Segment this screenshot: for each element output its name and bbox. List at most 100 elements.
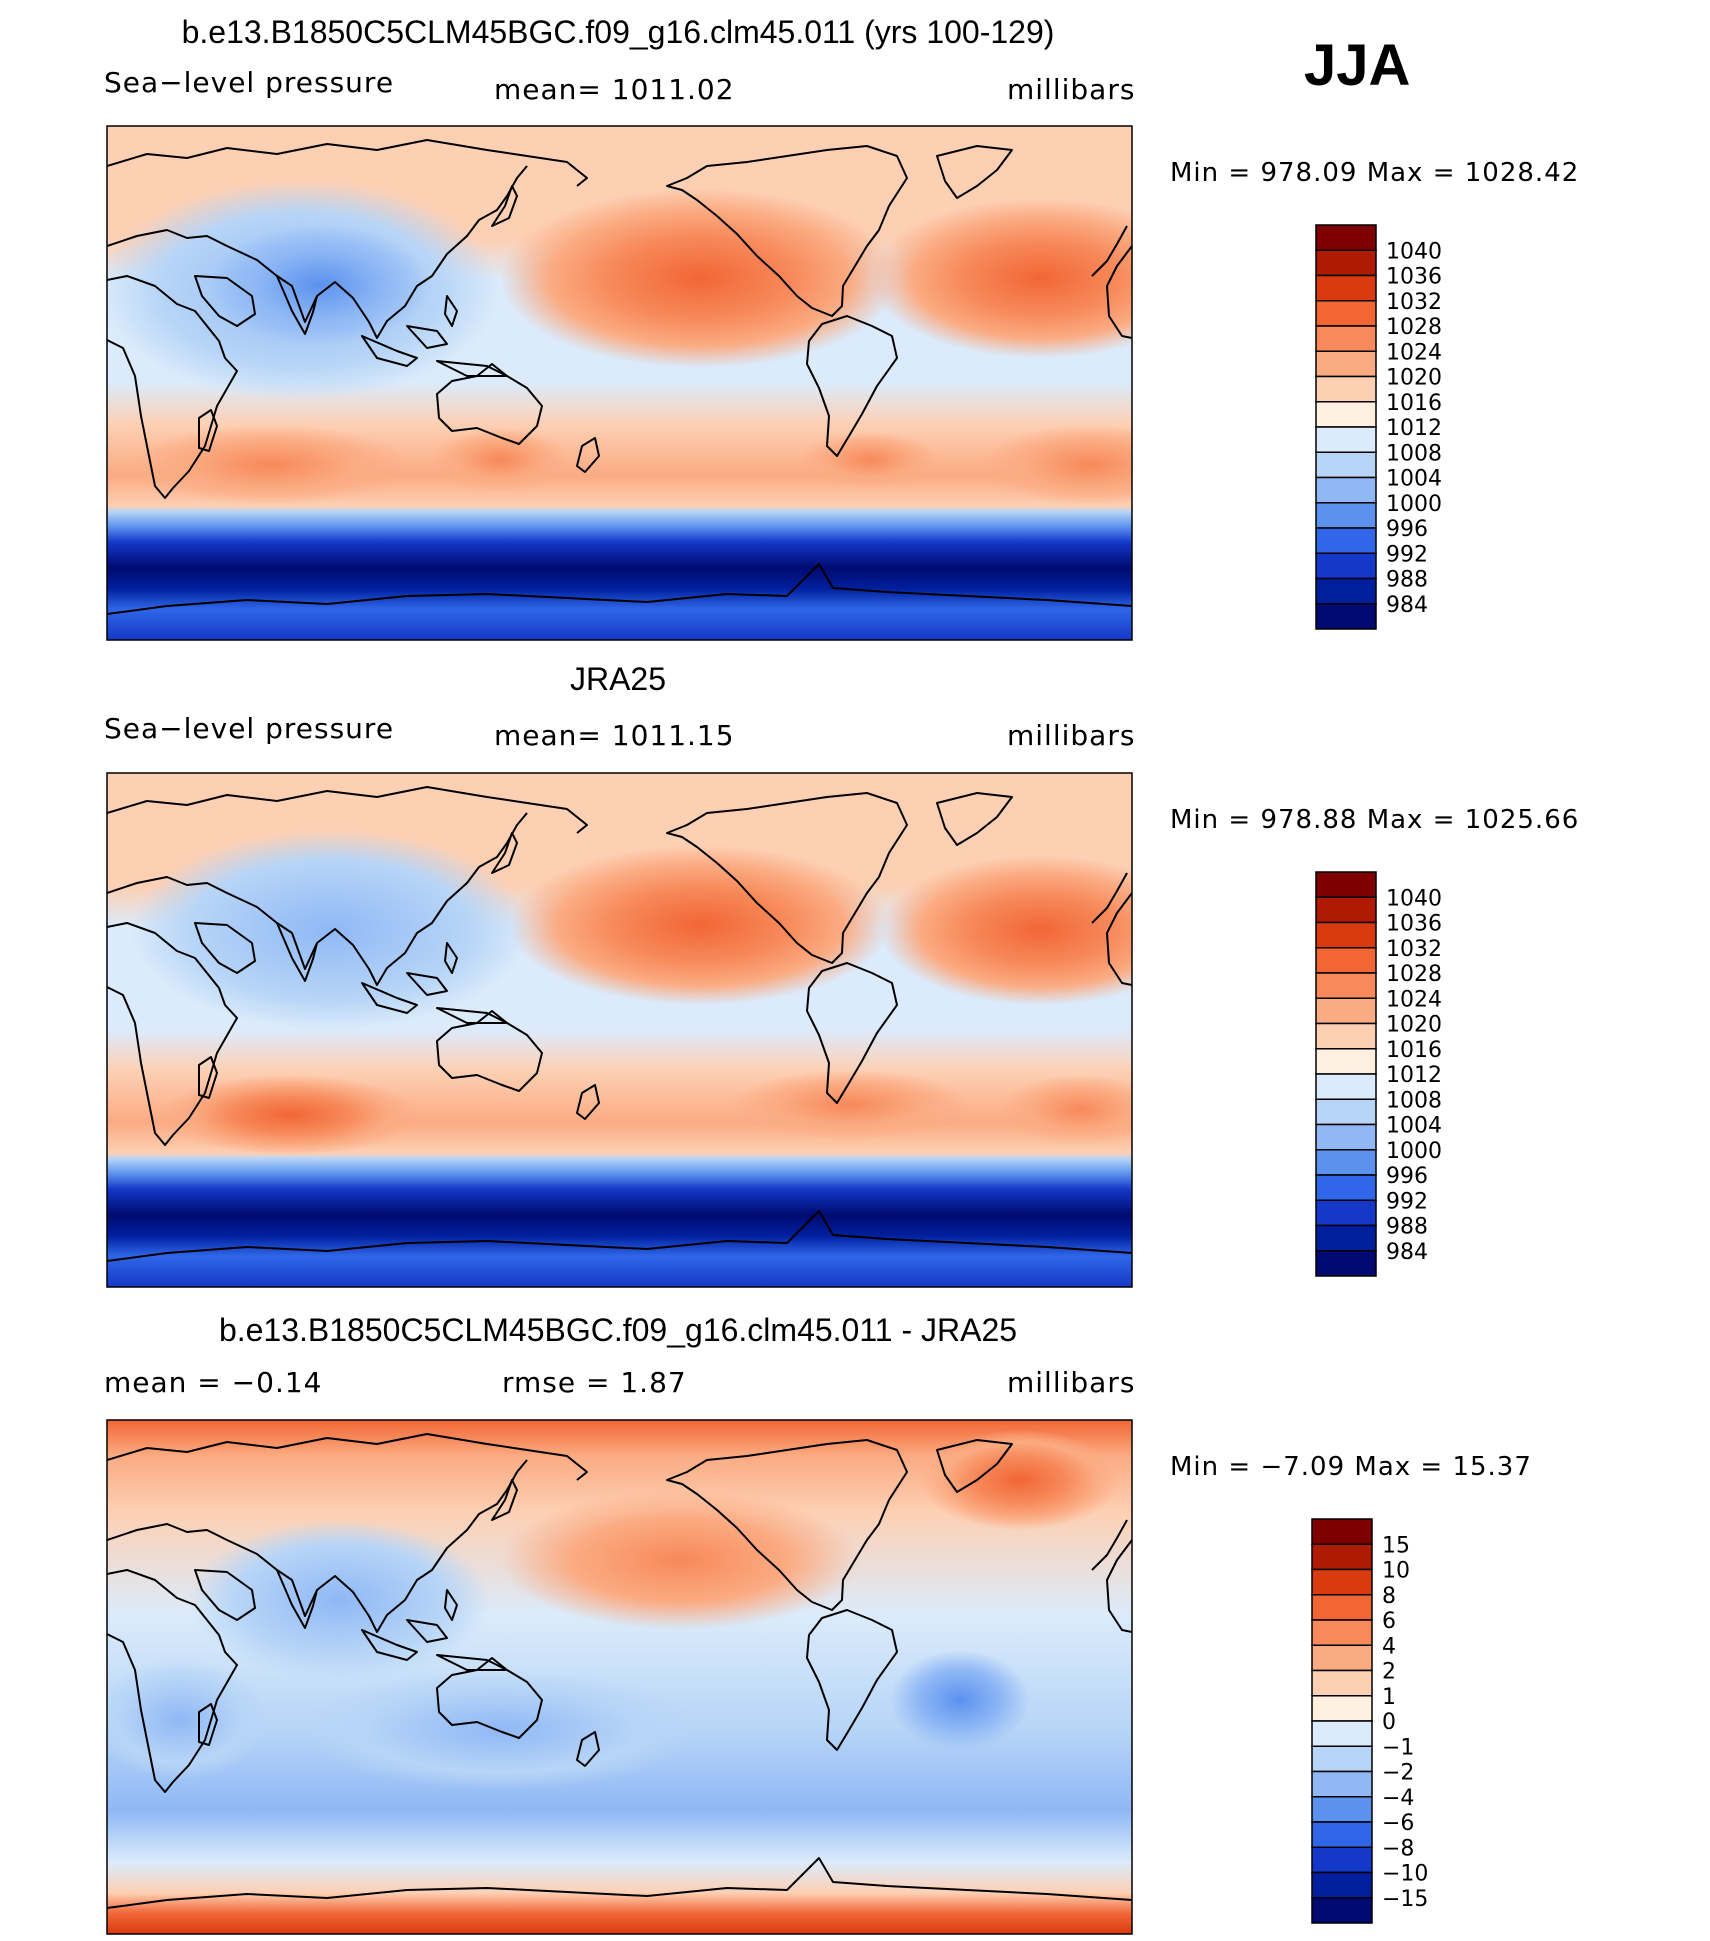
panel-3-title: b.e13.B1850C5CLM45BGC.f09_g16.clm45.011 … xyxy=(218,1312,1018,1348)
colorbar-tick-label: 1036 xyxy=(1386,912,1442,937)
colorbar-box xyxy=(1315,871,1377,898)
panel-1-title: b.e13.B1850C5CLM45BGC.f09_g16.clm45.011 … xyxy=(181,14,1055,50)
colorbar-tick-label: 1008 xyxy=(1386,441,1442,466)
panel-1-variable: Sea−level pressure xyxy=(104,66,395,99)
colorbar-box xyxy=(1315,896,1377,924)
colorbar-tick-label: 984 xyxy=(1386,593,1428,618)
panel-2-title: JRA25 xyxy=(569,661,667,697)
colorbar-tick-label: 1012 xyxy=(1386,1063,1442,1088)
colorbar-box xyxy=(1315,577,1377,605)
colorbar-box xyxy=(1311,1897,1373,1924)
colorbar-box xyxy=(1315,1174,1377,1201)
colorbar-box xyxy=(1311,1669,1373,1697)
panel-2-mean: mean= 1011.15 xyxy=(494,719,735,752)
colorbar-tick-label: 1 xyxy=(1382,1685,1396,1710)
colorbar-tick-label: 6 xyxy=(1382,1609,1396,1634)
colorbar-tick-label: 1028 xyxy=(1386,315,1442,340)
colorbar-tick-label: −8 xyxy=(1382,1836,1414,1861)
colorbar-tick-label: 0 xyxy=(1382,1710,1396,1735)
colorbar-tick-label: 1040 xyxy=(1386,886,1442,911)
panel-1-units: millibars xyxy=(1007,73,1136,106)
colorbar-box xyxy=(1315,375,1377,403)
colorbar-box xyxy=(1315,1224,1377,1252)
colorbar-tick-label: 1024 xyxy=(1386,340,1442,365)
colorbar-box xyxy=(1315,527,1377,554)
colorbar-box xyxy=(1315,997,1377,1025)
colorbar-tick-label: 1032 xyxy=(1386,937,1442,962)
colorbar-box xyxy=(1315,1199,1377,1227)
colorbar-tick-label: −4 xyxy=(1382,1786,1414,1811)
colorbar-box xyxy=(1311,1518,1373,1545)
colorbar-box xyxy=(1315,325,1377,352)
colorbar-box xyxy=(1315,224,1377,251)
panel-1-mean: mean= 1011.02 xyxy=(494,73,735,106)
panel-3-mean: mean = −0.14 xyxy=(104,1366,323,1399)
colorbar-box xyxy=(1315,249,1377,277)
colorbar-tick-label: 2 xyxy=(1382,1660,1396,1685)
colorbar-tick-label: 1028 xyxy=(1386,962,1442,987)
colorbar-tick-label: 1016 xyxy=(1386,391,1442,416)
colorbar-box xyxy=(1311,1821,1373,1848)
colorbar-tick-label: 988 xyxy=(1386,1215,1428,1240)
colorbar-tick-label: 10 xyxy=(1382,1559,1410,1584)
colorbar-tick-label: 1004 xyxy=(1386,467,1442,492)
colorbar-box xyxy=(1315,502,1377,529)
panel-1-minmax: Min = 978.09 Max = 1028.42 xyxy=(1170,158,1580,188)
colorbar-box xyxy=(1315,552,1377,580)
colorbar-box xyxy=(1315,476,1377,504)
panel-2-variable: Sea−level pressure xyxy=(104,712,395,745)
panel-3-units: millibars xyxy=(1007,1366,1136,1399)
colorbar-box xyxy=(1315,1098,1377,1126)
colorbar-box xyxy=(1311,1543,1373,1571)
colorbar-tick-label: 8 xyxy=(1382,1584,1396,1609)
colorbar-box xyxy=(1315,350,1377,378)
colorbar-box xyxy=(1315,1073,1377,1100)
colorbar-box xyxy=(1315,426,1377,453)
colorbar-box xyxy=(1315,1149,1377,1176)
colorbar-tick-label: −1 xyxy=(1382,1735,1414,1760)
colorbar-tick-label: −15 xyxy=(1382,1887,1428,1912)
colorbar-tick-label: 1004 xyxy=(1386,1114,1442,1139)
panel-3-rmse: rmse = 1.87 xyxy=(502,1366,687,1399)
colorbar-box xyxy=(1315,1250,1377,1277)
colorbar-tick-label: 15 xyxy=(1382,1533,1410,1558)
colorbar-box xyxy=(1311,1568,1373,1596)
colorbar-box xyxy=(1311,1871,1373,1899)
panel-2-minmax: Min = 978.88 Max = 1025.66 xyxy=(1170,805,1580,835)
colorbar-box xyxy=(1315,1123,1377,1151)
colorbar-box xyxy=(1311,1594,1373,1621)
colorbar-tick-label: 1020 xyxy=(1386,1013,1442,1038)
colorbar-box xyxy=(1315,1022,1377,1050)
colorbar-tick-label: 1016 xyxy=(1386,1038,1442,1063)
colorbar-tick-label: 996 xyxy=(1386,517,1428,542)
colorbar-box xyxy=(1315,1048,1377,1075)
map-frame-1 xyxy=(106,125,1133,641)
colorbar-tick-label: 4 xyxy=(1382,1634,1396,1659)
panel-3-minmax: Min = −7.09 Max = 15.37 xyxy=(1170,1452,1532,1482)
colorbar-tick-label: 1024 xyxy=(1386,987,1442,1012)
map-panel-3 xyxy=(107,1420,1132,1934)
colorbar-box xyxy=(1311,1619,1373,1646)
colorbar-box xyxy=(1315,401,1377,428)
colorbar-2: 1040103610321028102410201016101210081004… xyxy=(1315,871,1442,1277)
colorbar-box xyxy=(1311,1770,1373,1798)
colorbar-tick-label: 1032 xyxy=(1386,290,1442,315)
colorbar-tick-label: 984 xyxy=(1386,1240,1428,1265)
colorbar-tick-label: 1008 xyxy=(1386,1088,1442,1113)
colorbar-box xyxy=(1315,274,1377,302)
colorbar-box xyxy=(1315,947,1377,974)
map-frame-2 xyxy=(106,772,1133,1288)
colorbar-tick-label: 1020 xyxy=(1386,366,1442,391)
colorbar-box xyxy=(1315,972,1377,999)
colorbar-tick-label: 1000 xyxy=(1386,1139,1442,1164)
colorbar-box xyxy=(1311,1720,1373,1747)
colorbar-tick-label: 988 xyxy=(1386,568,1428,593)
colorbar-tick-label: −10 xyxy=(1382,1862,1428,1887)
colorbar-box xyxy=(1315,921,1377,949)
colorbar-tick-label: 996 xyxy=(1386,1164,1428,1189)
colorbar-box xyxy=(1315,603,1377,630)
panel-2-units: millibars xyxy=(1007,719,1136,752)
map-frame-3 xyxy=(106,1419,1133,1935)
